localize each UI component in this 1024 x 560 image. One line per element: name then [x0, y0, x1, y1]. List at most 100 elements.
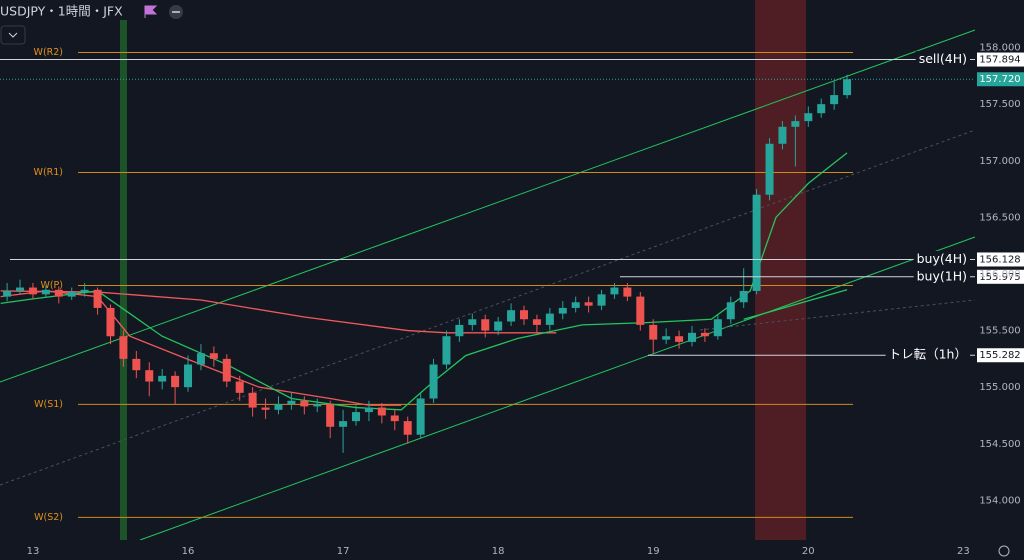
candle-body [209, 353, 218, 359]
candle-body [222, 358, 231, 382]
alert-label: buy(1H) [917, 268, 967, 283]
candle-body [41, 289, 50, 295]
red-zone [755, 0, 806, 540]
y-tick-label: 154.500 [979, 439, 1020, 450]
x-tick-label: 18 [492, 546, 505, 557]
last-price-box [977, 72, 1024, 87]
candle-body [80, 289, 89, 293]
alert-price: 155.282 [979, 350, 1020, 361]
candle-body [558, 307, 567, 314]
x-tick-label: 19 [647, 546, 660, 557]
candle-body [494, 321, 503, 331]
dashed-line [699, 299, 976, 331]
alert-price: 157.894 [979, 55, 1020, 66]
candle-body [843, 79, 852, 96]
candle-body [106, 307, 115, 337]
alert-price-box [977, 52, 1024, 67]
candle-body [287, 400, 296, 405]
pivot-label: W(R2) [34, 47, 63, 58]
settings-icon[interactable] [998, 545, 1010, 557]
alert-price: 155.975 [979, 272, 1020, 283]
candle-body [377, 407, 386, 416]
candle-body [739, 290, 748, 303]
pivot-label: W(S2) [34, 512, 63, 523]
alert-label: トレ転（1h） [889, 347, 967, 362]
channel-upper [0, 29, 976, 383]
pivot-label: W(S1) [34, 399, 63, 410]
y-tick-label: 157.500 [979, 99, 1020, 110]
green-zone [120, 20, 127, 540]
overlay: sell(4H) 157.894 buy(4H) 156.128 buy(1H) 155.… [27, 43, 1024, 557]
collapse-icon [8, 32, 18, 38]
candle-body [713, 319, 722, 337]
candle-body [442, 336, 451, 365]
candle-body [675, 336, 684, 342]
candle-body [455, 324, 464, 337]
candle-body [726, 302, 735, 320]
candle-body [93, 289, 102, 308]
candle-body [145, 370, 154, 382]
candle-body [54, 289, 63, 297]
candle-body [429, 364, 438, 399]
candle-body [700, 332, 709, 337]
y-tick-label: 155.500 [979, 326, 1020, 337]
candle-body [184, 364, 193, 388]
alert-price-box [977, 348, 1024, 363]
candle-body [636, 296, 645, 325]
y-tick-label: 157.000 [979, 156, 1020, 167]
candle-body [687, 332, 696, 342]
candle-body [16, 287, 25, 291]
candle-body [804, 113, 813, 122]
alert-label-bg [885, 346, 970, 362]
x-tick-label: 23 [957, 546, 970, 557]
flag-icon[interactable] [144, 5, 158, 18]
y-tick-label: 155.000 [979, 382, 1020, 393]
candle-body [545, 313, 554, 325]
candle-body [390, 415, 399, 422]
candle-body [171, 375, 180, 388]
candle-body [468, 319, 477, 325]
candle-body [313, 404, 322, 407]
y-tick-label: 158.000 [979, 43, 1020, 54]
y-tick-label: 156.500 [979, 212, 1020, 223]
plot: W(R2) W(R1) W(P) W(S1) W(S2) [0, 47, 975, 523]
moving-average [743, 289, 848, 320]
last-price: 157.720 [979, 74, 1020, 85]
x-tick-label: 16 [182, 546, 195, 557]
collapse-button[interactable] [0, 25, 26, 45]
candle-body [132, 358, 141, 371]
candle-body [765, 143, 774, 195]
pivot-label: W(P) [40, 280, 63, 291]
candle-body [300, 400, 309, 407]
candle-body [274, 404, 283, 410]
candle-body [584, 302, 593, 306]
alert-label-bg [915, 51, 970, 67]
candle-body [597, 294, 606, 306]
candle-body [481, 319, 490, 331]
candle-body [830, 95, 839, 105]
candle-body [791, 121, 800, 127]
candle-body [326, 404, 335, 427]
candle-body [3, 290, 12, 297]
candle-body [261, 407, 270, 410]
pivot-label: W(R1) [34, 167, 63, 178]
alert-label-bg [913, 268, 970, 284]
candle-body [119, 336, 128, 359]
candle-body [817, 104, 826, 114]
x-tick-label: 17 [337, 546, 350, 557]
candle-body [416, 398, 425, 435]
alert-label: buy(4H) [917, 251, 967, 266]
candle-body [339, 421, 348, 427]
alert-price-box [977, 269, 1024, 284]
candle-body [520, 310, 529, 320]
candle-body [196, 353, 205, 365]
candle-body [403, 421, 412, 435]
candle-body [352, 412, 361, 422]
candle-body [532, 319, 541, 325]
candle-body [158, 375, 167, 382]
candle-body [235, 381, 244, 393]
channel-mid [0, 129, 976, 486]
candle-body [649, 324, 658, 340]
